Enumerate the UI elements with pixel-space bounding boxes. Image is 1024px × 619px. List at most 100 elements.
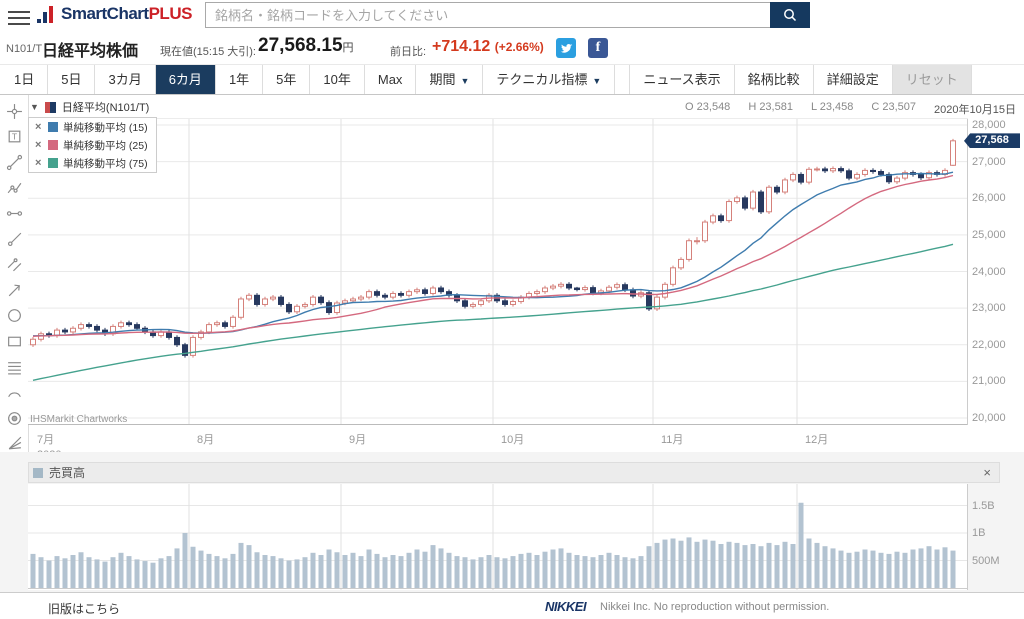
candle bbox=[654, 294, 660, 312]
tab-リセット[interactable]: リセット bbox=[892, 65, 972, 94]
ma-15-line bbox=[32, 171, 954, 337]
candle bbox=[718, 213, 724, 223]
candle bbox=[830, 166, 836, 173]
remove-indicator-icon[interactable]: × bbox=[35, 157, 42, 169]
search-icon bbox=[784, 9, 797, 22]
volume-bar bbox=[822, 546, 828, 588]
volume-bar bbox=[214, 556, 220, 588]
tab-銘柄比較[interactable]: 銘柄比較 bbox=[735, 65, 814, 94]
candle bbox=[478, 298, 484, 307]
volume-bar bbox=[910, 549, 916, 588]
volume-bar bbox=[918, 548, 924, 588]
volume-bar bbox=[86, 557, 92, 588]
volume-bar bbox=[414, 549, 420, 588]
old-version-link[interactable]: 旧版はこちら bbox=[48, 602, 121, 616]
tab-テクニカル指標[interactable]: テクニカル指標 ▼ bbox=[483, 65, 616, 94]
parallel-channel-tool-icon[interactable] bbox=[2, 254, 26, 276]
candle bbox=[262, 296, 268, 307]
candle bbox=[614, 282, 620, 290]
volume-bar bbox=[422, 551, 428, 588]
volume-bar bbox=[182, 533, 188, 588]
text-tool-icon[interactable]: T bbox=[2, 126, 26, 148]
candle bbox=[78, 322, 84, 331]
polyline-tool-icon[interactable] bbox=[2, 177, 26, 199]
symbol-collapse-caret-icon[interactable]: ▼ bbox=[30, 102, 39, 112]
volume-bar bbox=[750, 544, 756, 588]
candle bbox=[222, 320, 228, 329]
arrow-tool-icon[interactable] bbox=[2, 279, 26, 301]
volume-bar bbox=[198, 550, 204, 588]
volume-bar bbox=[870, 550, 876, 588]
candle bbox=[414, 287, 420, 294]
remove-indicator-icon[interactable]: × bbox=[35, 121, 42, 133]
volume-bar bbox=[102, 561, 108, 588]
tab-期間[interactable]: 期間 ▼ bbox=[416, 65, 484, 94]
ray-tool-icon[interactable] bbox=[2, 228, 26, 250]
volume-bar bbox=[806, 538, 812, 588]
x-axis-month-label: 10月 bbox=[501, 434, 525, 446]
menu-icon[interactable] bbox=[8, 7, 30, 25]
candle bbox=[582, 285, 588, 292]
volume-bar bbox=[110, 557, 116, 588]
volume-bar bbox=[622, 557, 628, 588]
volume-bar bbox=[70, 555, 76, 588]
horizontal-segment-tool-icon[interactable] bbox=[2, 202, 26, 224]
candle bbox=[886, 172, 892, 184]
price-unit: 円 bbox=[342, 42, 354, 54]
volume-bar bbox=[726, 541, 732, 588]
volume-bar bbox=[590, 557, 596, 588]
candle bbox=[734, 195, 740, 204]
volume-bar bbox=[814, 542, 820, 588]
candle bbox=[302, 302, 308, 309]
candle bbox=[254, 293, 260, 307]
tab-5年[interactable]: 5年 bbox=[263, 65, 311, 94]
y-axis-tick-label: 25,000 bbox=[972, 228, 1006, 241]
tab-ニュース表示[interactable]: ニュース表示 bbox=[629, 65, 735, 94]
tab-6カ月[interactable]: 6カ月 bbox=[155, 65, 216, 94]
candle bbox=[702, 219, 708, 243]
remove-indicator-icon[interactable]: × bbox=[35, 139, 42, 151]
volume-bar bbox=[670, 538, 676, 588]
search-button[interactable] bbox=[770, 2, 810, 28]
volume-chart[interactable] bbox=[28, 484, 968, 590]
candle bbox=[430, 285, 436, 296]
tab-Max[interactable]: Max bbox=[365, 65, 417, 94]
volume-bar bbox=[246, 545, 252, 588]
twitter-share-button[interactable] bbox=[556, 38, 576, 58]
tab-1日[interactable]: 1日 bbox=[0, 65, 49, 94]
volume-bar bbox=[438, 548, 444, 588]
fib-retracement-tool-icon[interactable] bbox=[2, 356, 26, 378]
tab-1年[interactable]: 1年 bbox=[216, 65, 264, 94]
volume-panel-close-icon[interactable]: × bbox=[983, 465, 991, 480]
volume-bar bbox=[46, 560, 52, 588]
tab-5日[interactable]: 5日 bbox=[48, 65, 96, 94]
facebook-share-button[interactable]: f bbox=[588, 38, 608, 58]
fib-fan-tool-icon[interactable] bbox=[2, 433, 26, 455]
volume-bar bbox=[534, 555, 540, 588]
ellipse-tool-icon[interactable] bbox=[2, 305, 26, 327]
ma-75-line bbox=[32, 243, 954, 381]
candle bbox=[766, 185, 772, 214]
volume-bar bbox=[470, 559, 476, 588]
candle bbox=[814, 166, 820, 172]
volume-bar bbox=[614, 555, 620, 588]
candle bbox=[758, 189, 764, 214]
candle bbox=[94, 324, 100, 333]
rectangle-tool-icon[interactable] bbox=[2, 330, 26, 352]
candle bbox=[838, 166, 844, 173]
tab-詳細設定[interactable]: 詳細設定 bbox=[814, 65, 893, 94]
volume-bar bbox=[486, 555, 492, 588]
arc-tool-icon[interactable] bbox=[2, 382, 26, 404]
crosshair-tool-icon[interactable] bbox=[2, 100, 26, 122]
target-tool-icon[interactable] bbox=[2, 407, 26, 429]
trendline-tool-icon[interactable] bbox=[2, 151, 26, 173]
tab-3カ月[interactable]: 3カ月 bbox=[95, 65, 156, 94]
last-price-badge: 27,568 bbox=[964, 133, 1020, 149]
tab-10年[interactable]: 10年 bbox=[310, 65, 365, 94]
ma-legend-label: 単純移動平均 (15) bbox=[63, 121, 148, 134]
search-input[interactable] bbox=[205, 2, 770, 28]
candle bbox=[70, 326, 76, 335]
y-axis-tick-label: 24,000 bbox=[972, 265, 1006, 278]
candlestick-chart[interactable] bbox=[28, 118, 968, 425]
